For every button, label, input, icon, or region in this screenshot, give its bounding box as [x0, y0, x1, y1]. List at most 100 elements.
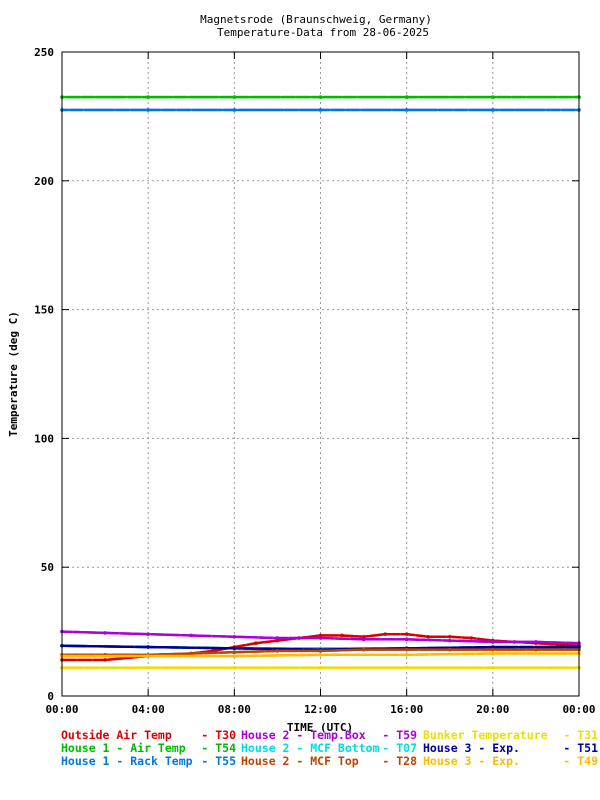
series-marker	[121, 657, 124, 660]
series-marker	[467, 666, 470, 669]
x-tick-label: 00:00	[562, 703, 595, 716]
legend-entry-name: House 2 - MCF Bottom	[241, 741, 380, 755]
series-marker	[85, 644, 88, 648]
series-marker	[435, 108, 439, 112]
series-marker	[112, 108, 115, 112]
series-marker	[297, 666, 301, 669]
series-marker	[431, 648, 434, 651]
series-marker	[555, 95, 558, 99]
series-marker	[576, 108, 580, 112]
series-marker	[216, 651, 219, 654]
series-marker	[251, 666, 254, 669]
series-marker	[278, 95, 281, 99]
series-marker	[566, 652, 569, 655]
series-marker	[266, 666, 269, 669]
series-marker	[370, 648, 373, 651]
legend-entry-name: House 3 - Exp.	[423, 741, 520, 755]
series-marker	[477, 648, 481, 651]
series-marker	[319, 653, 322, 656]
series-marker	[193, 646, 196, 649]
y-axis-label: Temperature (deg C)	[7, 311, 20, 437]
series-marker	[539, 648, 542, 651]
series-marker	[558, 108, 561, 112]
series-marker	[516, 645, 519, 649]
y-tick-label: 250	[34, 46, 54, 59]
y-tick-label: 0	[47, 690, 54, 703]
legend-entry-name: House 2 - Temp.Box	[241, 728, 366, 742]
legend-entry-code: - T07	[382, 741, 417, 755]
series-marker	[174, 108, 177, 112]
series-marker	[524, 95, 527, 99]
series-marker	[389, 108, 392, 112]
legend-entry-code: - T31	[563, 728, 598, 742]
series-marker	[365, 653, 369, 656]
series-marker	[271, 636, 274, 640]
series-marker	[532, 640, 535, 644]
series-marker	[576, 652, 580, 655]
series-marker	[93, 95, 96, 99]
series-marker	[420, 666, 423, 669]
series-marker	[93, 653, 96, 656]
series-marker	[576, 645, 580, 649]
series-marker	[247, 95, 250, 99]
series-marker	[412, 653, 415, 656]
series-marker	[378, 638, 381, 641]
series-marker	[120, 654, 123, 658]
series-marker	[493, 95, 497, 99]
x-tick-label: 12:00	[304, 703, 337, 716]
series-marker	[343, 108, 346, 112]
series-marker	[459, 636, 462, 639]
series-marker	[351, 634, 355, 638]
series-marker	[304, 653, 307, 657]
series-marker	[455, 639, 458, 643]
series-marker	[404, 108, 407, 112]
series-marker	[308, 95, 311, 99]
series-marker	[124, 95, 127, 99]
series-marker	[444, 635, 447, 638]
x-axis-label: TIME (UTC)	[287, 721, 353, 734]
series-marker	[474, 637, 477, 640]
series-marker	[447, 95, 450, 99]
series-marker	[108, 653, 111, 656]
series-marker	[163, 633, 166, 636]
series-marker	[189, 108, 192, 112]
series-marker	[465, 108, 469, 112]
series-marker	[450, 108, 454, 112]
series-marker	[519, 652, 523, 655]
series-marker	[147, 645, 150, 649]
series-marker	[316, 648, 319, 651]
series-marker	[458, 652, 461, 656]
series-marker	[243, 654, 246, 658]
series-marker	[497, 108, 500, 112]
series-marker	[196, 654, 199, 658]
series-marker	[576, 666, 580, 669]
series-marker	[576, 648, 580, 651]
series-marker	[347, 637, 350, 641]
series-T59	[60, 629, 581, 645]
series-marker	[139, 653, 142, 656]
series-marker	[435, 666, 439, 669]
series-marker	[97, 666, 100, 669]
series-marker	[244, 643, 247, 647]
legend-entry-code: - T51	[563, 741, 598, 755]
legend-entry-name: House 2 - MCF Top	[241, 754, 359, 768]
series-marker	[209, 634, 212, 638]
series-marker	[101, 631, 105, 635]
series-marker	[277, 649, 280, 653]
x-tick-label: 08:00	[218, 703, 251, 716]
series-marker	[473, 652, 476, 655]
series-marker	[576, 95, 580, 99]
series-marker	[82, 666, 85, 669]
legend: Outside Air Temp - T30 House 2 - Temp.Box -…	[61, 728, 598, 768]
legend-entry-code: - T49	[563, 754, 598, 768]
series-marker	[554, 648, 557, 651]
series-marker	[296, 108, 300, 112]
series-marker	[512, 108, 515, 112]
series-marker	[552, 643, 555, 646]
series-marker	[393, 638, 397, 641]
series-marker	[63, 95, 66, 99]
series-marker	[358, 108, 361, 112]
series-marker	[224, 635, 227, 638]
series-marker	[128, 666, 132, 669]
series-marker	[135, 654, 138, 658]
